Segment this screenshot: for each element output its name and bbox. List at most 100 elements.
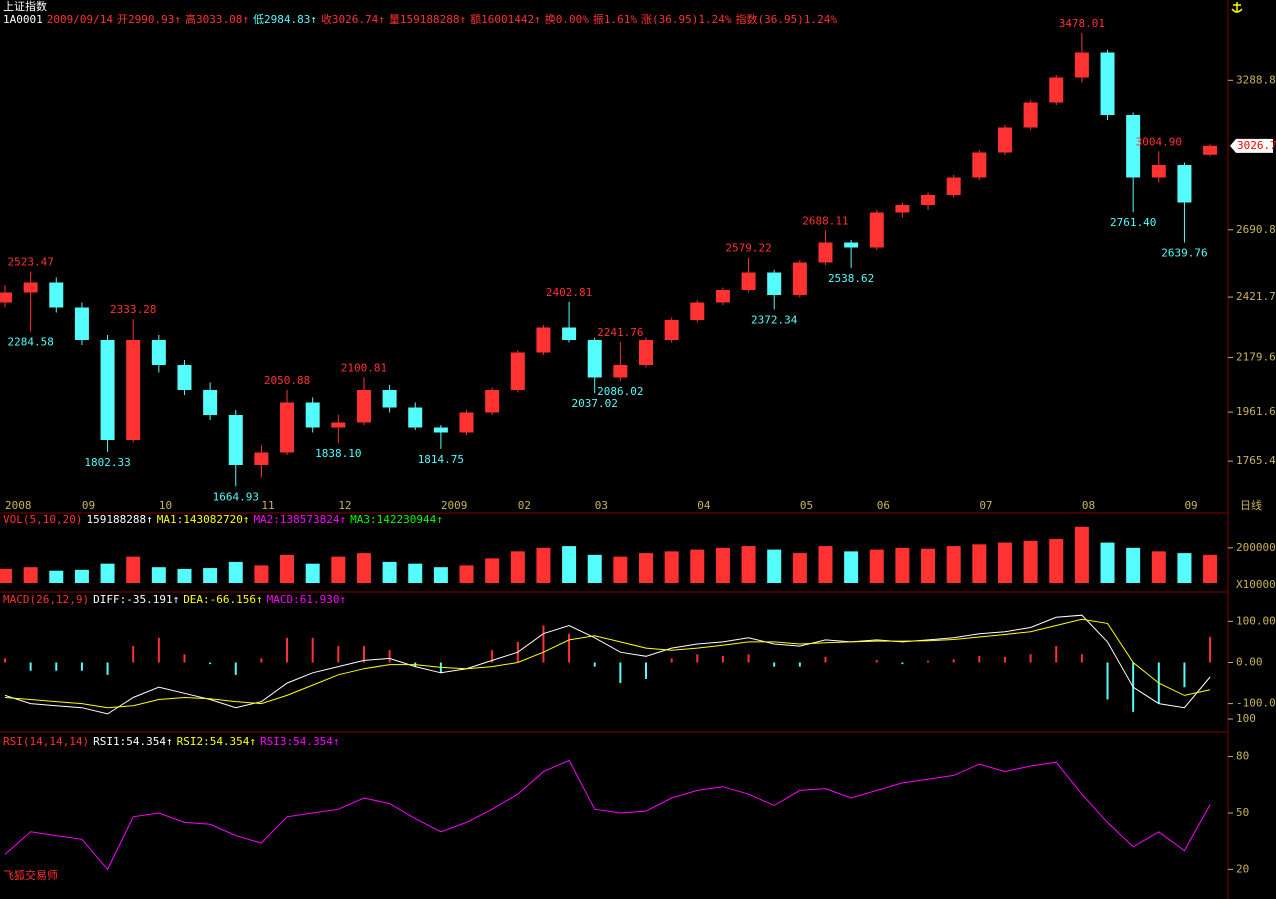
price-annotation: 2086.02 [597,385,643,398]
price-annotation: 2037.02 [572,397,618,410]
volume-bar [1203,554,1218,583]
price-annotation: 2100.81 [341,361,387,374]
candle-body [1126,115,1141,178]
x-tick-label: 12 [338,499,351,512]
volume-bar [203,568,218,583]
volume-bar [946,546,961,583]
candle-body [767,272,782,295]
y-tick-label: 20 [1236,862,1249,875]
x-tick-label: 11 [261,499,274,512]
legend-text: 159188288↑ [86,513,152,526]
volume-bar [613,556,628,583]
volume-bar [1151,551,1166,583]
price-annotation: 2050.88 [264,374,310,387]
info-text: 2009/09/14 [47,13,114,26]
volume-bar [177,568,192,583]
candle-body [305,402,320,428]
candle-body [510,352,525,390]
candle-body [536,327,551,353]
volume-bar [844,551,859,583]
candle-body [280,402,295,453]
price-annotation: 3478.01 [1059,17,1105,30]
candle-body [1023,102,1038,128]
price-annotation: 2284.58 [7,335,53,348]
x-tick-label: 04 [697,499,711,512]
candle-body [177,365,192,390]
y-tick-label: 3288.8 [1236,73,1276,86]
candle-body [613,365,628,378]
info-text: 换0.00% [545,12,589,26]
x-tick-label: 05 [800,499,813,512]
price-annotation: 2333.28 [110,303,156,316]
price-annotation: 2761.40 [1110,216,1156,229]
y-tick-label: 100 [1236,712,1256,725]
volume-bar [562,546,577,583]
volume-bar [639,553,653,583]
price-annotation: 2579.22 [725,242,771,255]
volume-bar [459,565,474,583]
volume-bar [869,549,884,583]
candle-body [485,390,500,413]
volume-bar [1100,542,1115,583]
candle-body [126,340,141,440]
info-text: 涨(36.95)1.24% [641,13,732,26]
candle-body [664,320,679,340]
candle-body [100,340,115,440]
volume-bar [767,549,782,583]
legend-text: MA2:138573824↑ [253,513,346,526]
candle-body [228,415,243,465]
y-tick-label: 50 [1236,806,1249,819]
volume-bar [356,553,371,583]
volume-bar [49,570,64,583]
candle-body [151,340,166,365]
volume-bar [921,548,936,583]
anchor-icon [1231,2,1243,13]
price-annotation: 1802.33 [84,456,130,469]
y-tick-label: 1765.4 [1236,454,1276,467]
candle-body [895,205,910,213]
volume-bar [818,546,833,583]
last-price-box [1230,138,1273,153]
candle-body [792,262,807,295]
legend-text: VOL(5,10,20) [3,513,82,526]
volume-bar [690,549,705,583]
volume-bar [1177,553,1192,583]
candle-body [1049,77,1064,103]
x-tick-label: 2008 [5,499,32,512]
candle-body [74,307,89,340]
legend-text: DIFF:-35.191↑ [93,593,179,606]
candle-body [972,152,987,178]
legend-text: RSI2:54.354↑ [177,735,256,748]
volume-bar [433,567,448,583]
volume-bar [126,556,141,583]
x-tick-label: 09 [1184,499,1197,512]
price-annotation: 2402.81 [546,286,592,299]
volume-bar [997,542,1012,583]
candle-body [331,422,346,428]
price-annotation: 1664.93 [213,490,259,503]
volume-bar [895,547,910,583]
price-annotation: 2372.34 [751,313,798,326]
y-tick-label: 100.00 [1236,614,1276,627]
volume-bar [1074,526,1089,583]
price-annotation: 2523.47 [7,256,53,269]
x-tick-label: 02 [518,499,531,512]
volume-bar [151,567,166,583]
last-price-label: 3026.7 [1237,139,1276,152]
x-tick-label: 10 [159,499,172,512]
x-tick-label: 03 [595,499,608,512]
legend-text: RSI(14,14,14) [3,735,89,748]
candle-body [946,177,961,195]
info-text: 振1.61% [593,12,637,26]
volume-bar [23,567,38,583]
y-tick-label: 2690.8 [1236,223,1276,236]
volume-bar [1126,547,1141,583]
candle-body [203,390,218,415]
candle-body [921,195,936,205]
candle-body [639,340,653,365]
candle-body [587,340,602,378]
volume-bar [254,565,269,583]
y-tick-label: 200000 [1236,541,1276,554]
